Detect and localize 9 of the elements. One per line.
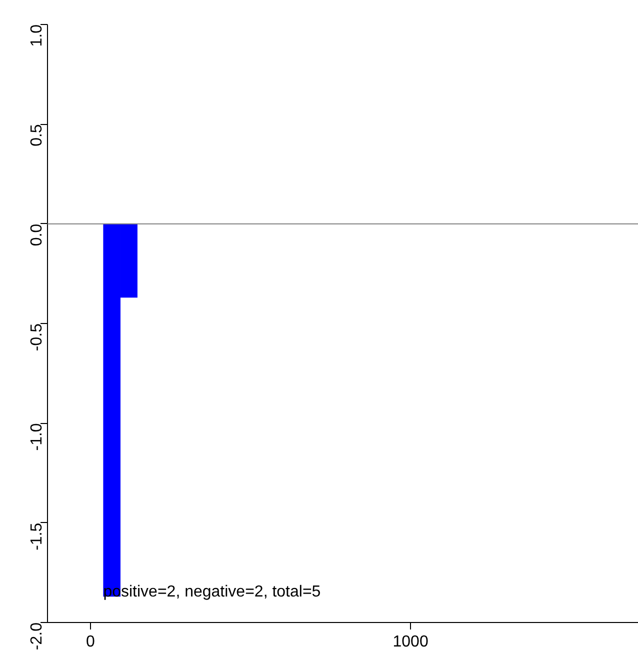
x-tick-label: 0 bbox=[86, 634, 95, 650]
y-tick-label: 0.5 bbox=[28, 124, 46, 146]
y-tick-label: -1.0 bbox=[28, 423, 46, 451]
y-tick-label: -0.5 bbox=[28, 323, 46, 352]
y-tick-label: -2.0 bbox=[28, 622, 46, 650]
y-tick-label: 0.0 bbox=[28, 224, 46, 246]
y-tick-label: 1.0 bbox=[28, 24, 46, 47]
y-tick-label: -1.5 bbox=[28, 522, 46, 550]
x-tick-label: 1000 bbox=[392, 634, 428, 650]
